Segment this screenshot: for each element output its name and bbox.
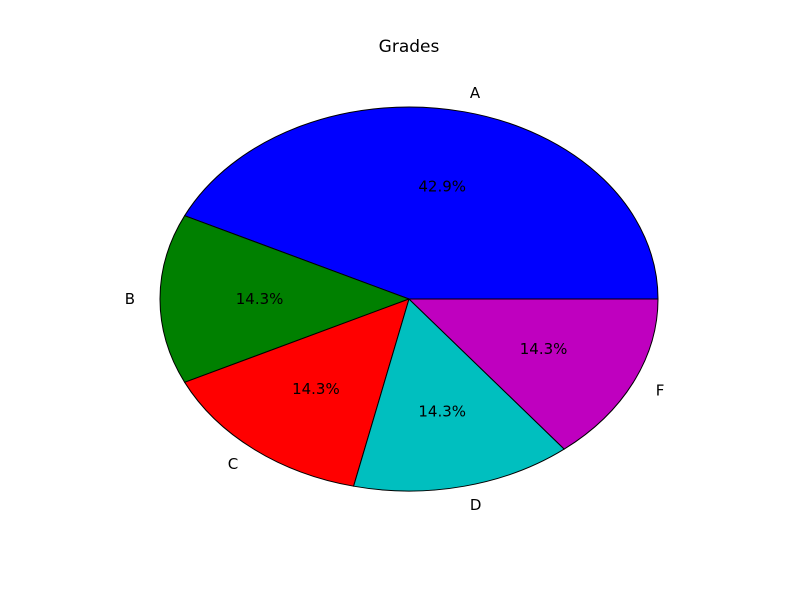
pie-slice-f: [408, 298, 659, 450]
chart-title: Grades: [379, 37, 440, 57]
value-label-c: 14.3%: [292, 380, 340, 398]
pie-slice-c: [184, 298, 410, 487]
value-label-f: 14.3%: [520, 340, 568, 358]
pie-slices: [159, 106, 659, 492]
category-label-b: B: [125, 290, 135, 308]
category-label-d: D: [470, 496, 482, 514]
value-label-d: 14.3%: [418, 402, 466, 420]
category-label-a: A: [470, 84, 481, 102]
value-label-a: 42.9%: [418, 178, 466, 196]
value-label-b: 14.3%: [236, 290, 284, 308]
category-label-f: F: [656, 382, 665, 400]
pie-labels: 42.9% A 14.3% B 14.3% C 14.3% D 14.3% F: [125, 84, 665, 514]
category-label-c: C: [228, 455, 238, 473]
pie-slice-b: [159, 215, 410, 383]
pie-slice-a: [184, 106, 659, 300]
pie-slice-d: [353, 298, 565, 492]
